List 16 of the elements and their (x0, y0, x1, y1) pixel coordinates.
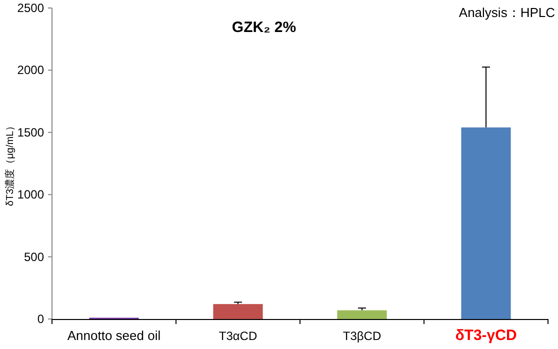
y-tick-label: 2000 (17, 63, 44, 78)
x-tick-label: Annotto seed oil (67, 328, 161, 343)
bar (461, 127, 511, 319)
x-tick-label: T3αCD (218, 329, 258, 343)
y-tick-label: 1500 (17, 125, 44, 140)
y-tick-label: 1000 (17, 188, 44, 202)
bar (213, 304, 263, 319)
y-tick-label: 0 (37, 312, 44, 326)
annotation: Analysis：HPLC (458, 5, 555, 20)
x-tick-label: T3βCD (342, 329, 382, 343)
bar (337, 310, 387, 319)
x-tick-label: δT3-γCD (455, 327, 517, 344)
y-tick-label: 2500 (17, 1, 44, 15)
y-tick-label: 500 (24, 250, 44, 264)
text: GZK₂ 2% (232, 19, 296, 36)
y-axis-title: δT3濃度（μg/mL） (4, 120, 16, 206)
